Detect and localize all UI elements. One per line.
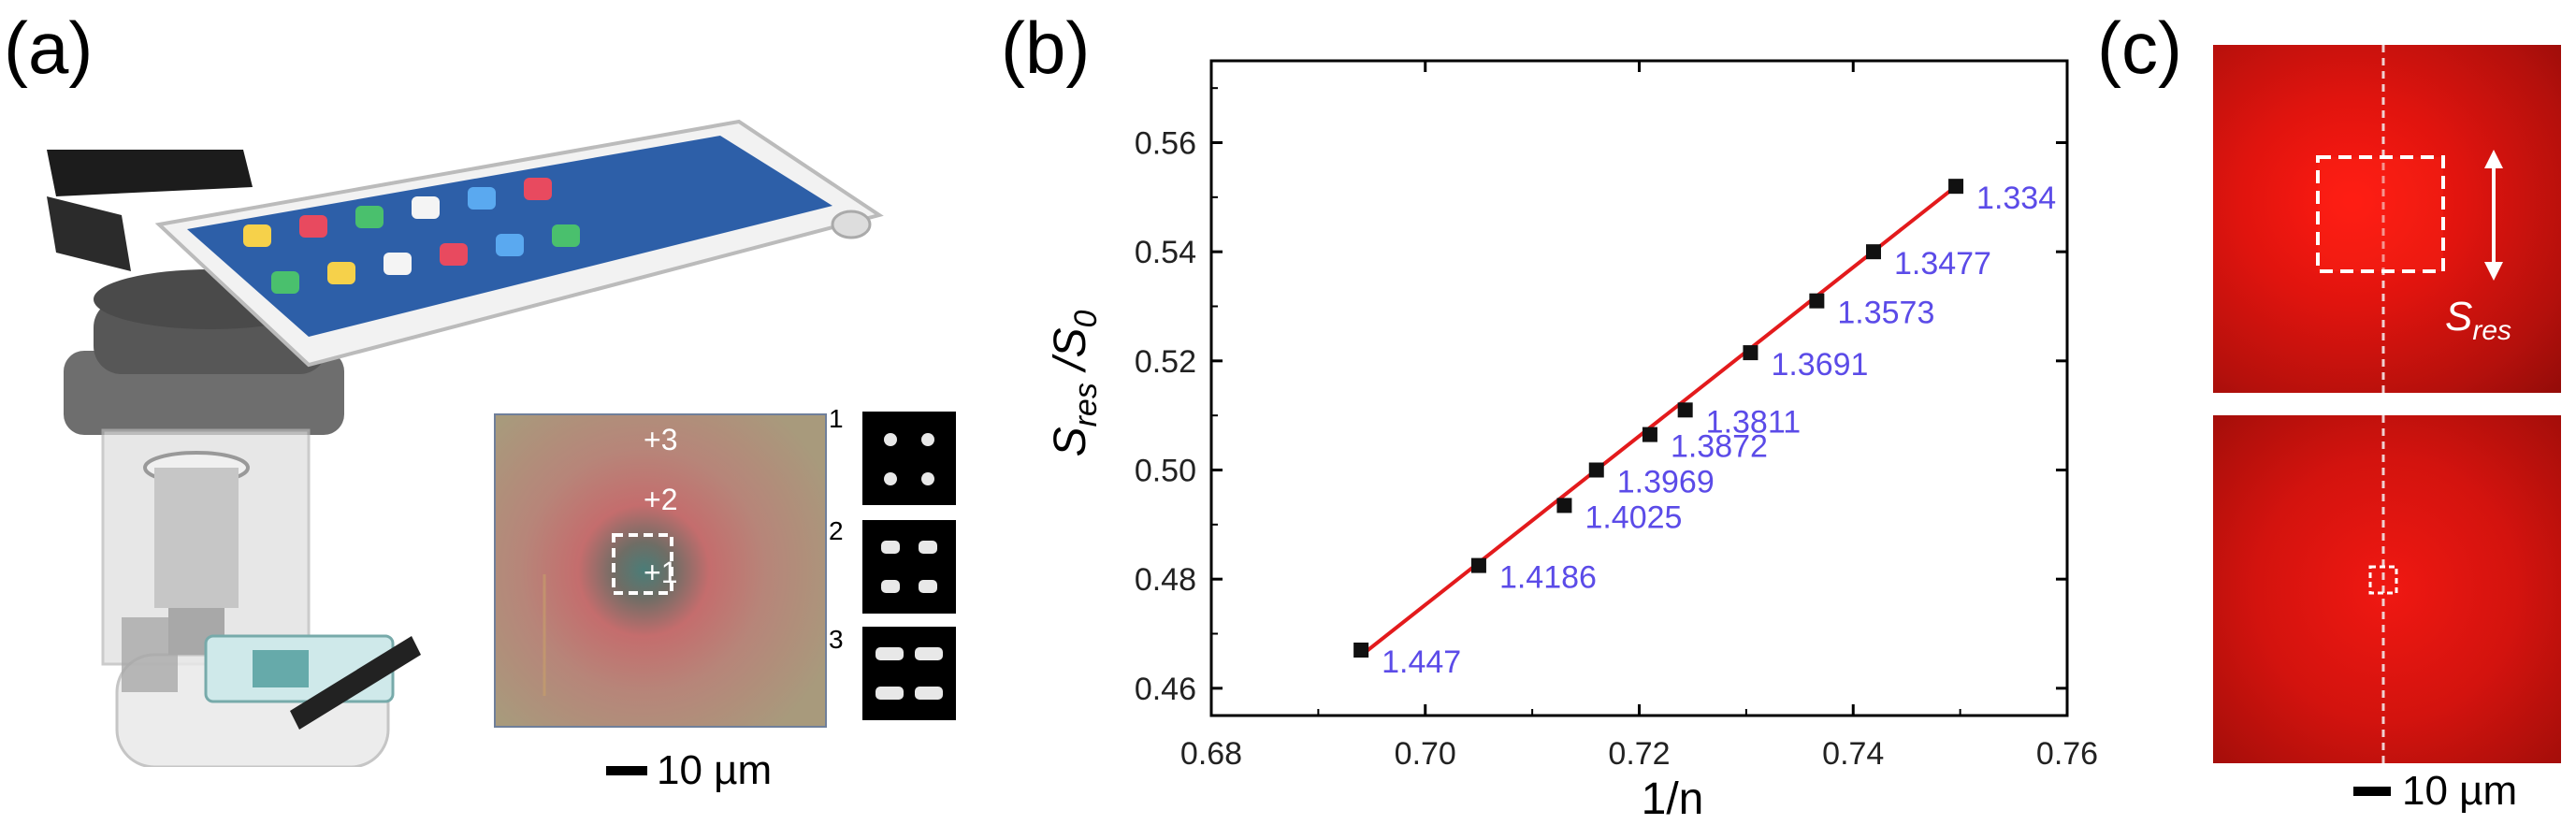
data-point [1809, 293, 1825, 309]
data-point [1865, 244, 1881, 260]
dashed-region-bottom [2368, 565, 2398, 595]
data-point [1470, 557, 1486, 573]
pattern-thumb-1 [862, 412, 956, 505]
y-label-mid: /S [1046, 327, 1095, 383]
scale-bar-c-label: 10 µm [2402, 768, 2518, 814]
y-tick-label: 0.52 [1135, 344, 1196, 380]
data-label: 1.447 [1382, 644, 1461, 680]
y-tick-label: 0.48 [1135, 562, 1196, 598]
data-label: 1.4186 [1499, 560, 1597, 596]
fit-line-layer [1359, 184, 1958, 658]
data-point [1556, 498, 1572, 514]
chart-axes: 0.68 0.70 0.72 0.74 0.76 0.46 0.48 0.50 0.52 0.54… [1135, 59, 2098, 772]
data-label: 1.3477 [1894, 246, 1991, 282]
y-label-sub2: 0 [1068, 310, 1104, 327]
fit-line [1359, 184, 1958, 658]
data-point [1677, 402, 1693, 418]
scale-bar-a: 10 µm [606, 747, 773, 793]
pattern-thumb-3 [862, 627, 956, 720]
data-label: 1.3969 [1617, 465, 1715, 500]
x-axis-label: 1/n [1642, 774, 1704, 824]
y-label-main: S [1046, 427, 1095, 456]
data-point [1743, 345, 1758, 361]
scale-bar-a-label: 10 µm [657, 747, 773, 793]
phone-clamp [47, 150, 253, 271]
arrow-head-down [2484, 262, 2503, 281]
pattern-thumb-2 [862, 520, 956, 614]
x-tick-label: 0.74 [1822, 736, 1884, 772]
y-tick-label: 0.50 [1135, 454, 1196, 489]
data-point [1642, 427, 1657, 442]
panel-b-label: (b) [1001, 7, 1091, 89]
y-axis-label: Sres /S0 [1046, 310, 1104, 456]
points-layer [1353, 179, 1964, 658]
x-tick-label: 0.68 [1180, 736, 1242, 772]
data-point [1948, 179, 1964, 195]
pattern-index-3: 3 [829, 625, 844, 654]
data-point [1588, 462, 1604, 478]
sres-main: S [2445, 294, 2473, 340]
data-label: 1.334 [1976, 181, 2056, 216]
red-image-bottom [2213, 415, 2561, 763]
pattern-index-1: 1 [829, 404, 844, 433]
dashed-region-box [543, 533, 673, 696]
red-image-top: Sres [2213, 45, 2561, 393]
scale-bar-line [2353, 787, 2391, 796]
pattern-index-2: 2 [829, 516, 844, 545]
panel-c-label: (c) [2097, 7, 2182, 89]
sample-photo-inset: +3 +2 +1 [494, 413, 827, 728]
x-tick-label: 0.70 [1395, 736, 1456, 772]
sres-sub: res [2472, 314, 2512, 346]
data-point [1353, 643, 1369, 658]
smartphone-microscope-illustration [47, 119, 884, 767]
dashed-region-top [2316, 155, 2445, 273]
smartphone [154, 119, 884, 368]
y-tick-label: 0.56 [1135, 126, 1196, 162]
data-label: 1.3872 [1671, 429, 1768, 465]
panel-a-label: (a) [4, 7, 94, 89]
y-tick-label: 0.54 [1135, 235, 1196, 270]
sres-symbol: Sres [2445, 294, 2511, 347]
scale-bar-c: 10 µm [2353, 768, 2518, 814]
data-label: 1.4025 [1585, 499, 1682, 535]
x-tick-label: 0.72 [1608, 736, 1670, 772]
data-label: 1.3811 [1706, 404, 1801, 440]
scale-bar-line [606, 766, 647, 775]
y-tick-label: 0.46 [1135, 672, 1196, 707]
data-label: 1.3573 [1837, 296, 1934, 331]
marker-plus3: +3 [644, 423, 678, 456]
scatter-chart: 0.68 0.70 0.72 0.74 0.76 0.46 0.48 0.50 0.52 0.54… [1046, 59, 2098, 824]
data-label: 1.3691 [1771, 347, 1868, 383]
arrow-head-up [2484, 150, 2503, 168]
x-tick-label: 0.76 [2036, 736, 2098, 772]
y-label-sub1: res [1068, 383, 1104, 427]
marker-plus1: +1 [644, 556, 678, 589]
marker-plus2: +2 [644, 483, 678, 516]
plot-frame [1209, 59, 2069, 717]
sample-slide [204, 634, 421, 730]
